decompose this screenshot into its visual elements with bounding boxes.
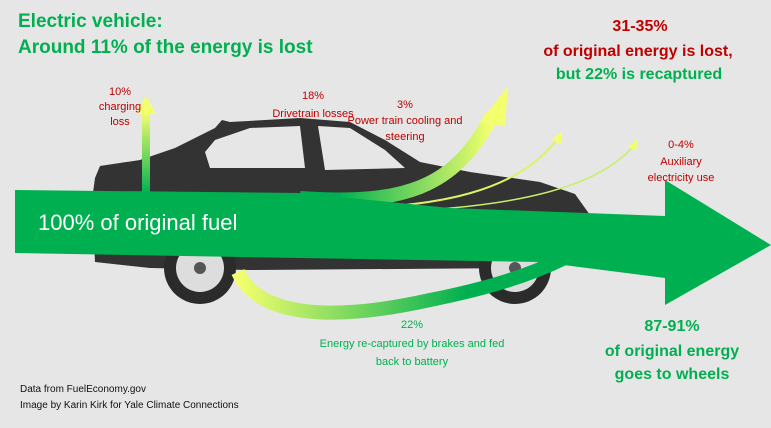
charging-loss-text: charging	[99, 101, 141, 113]
charging-loss-arrow	[136, 96, 156, 194]
car-rear-window	[205, 126, 305, 168]
charging-loss-text-2: loss	[110, 116, 130, 128]
auxiliary-loss-label: 0-4% Auxiliary electricity use	[648, 139, 715, 184]
output-label: 87-91% of original energy goes to wheels	[605, 318, 739, 383]
charging-loss-percent: 10%	[109, 86, 131, 98]
output-text-2: goes to wheels	[615, 366, 730, 383]
summary-loss-text: of original energy is lost,	[543, 43, 732, 60]
recapture-label: 22% Energy re-captured by brakes and fed…	[320, 319, 505, 368]
cooling-loss-text: Power train cooling and	[348, 115, 463, 127]
data-source-credit: Data from FuelEconomy.gov	[20, 384, 146, 395]
title-line-1: Electric vehicle:	[18, 11, 163, 32]
auxiliary-loss-text: Auxiliary	[660, 156, 702, 168]
cooling-loss-text-2: steering	[385, 131, 424, 143]
recapture-percent: 22%	[401, 319, 423, 331]
output-percent: 87-91%	[644, 318, 699, 335]
recapture-text: Energy re-captured by brakes and fed	[320, 338, 505, 350]
cooling-loss-percent: 3%	[397, 99, 413, 111]
auxiliary-loss-percent: 0-4%	[668, 139, 694, 151]
drivetrain-loss-text: Drivetrain losses	[272, 108, 354, 120]
summary-loss-percent: 31-35%	[612, 18, 667, 35]
main-energy-arrow	[15, 180, 771, 305]
car-front-window	[318, 126, 405, 170]
recapture-arrow	[231, 251, 569, 320]
title-line-2: Around 11% of the energy is lost	[18, 37, 313, 58]
image-credit: Image by Karin Kirk for Yale Climate Con…	[20, 400, 239, 411]
summary-loss: 31-35% of original energy is lost, but 2…	[543, 18, 732, 83]
input-label: 100% of original fuel	[38, 210, 237, 235]
charging-loss-label: 10% charging loss	[99, 86, 141, 128]
output-text: of original energy	[605, 343, 739, 360]
summary-recapture-text: but 22% is recaptured	[556, 66, 722, 83]
recapture-text-2: back to battery	[376, 356, 449, 368]
drivetrain-loss-label: 18% Drivetrain losses	[272, 90, 354, 120]
auxiliary-loss-text-2: electricity use	[648, 172, 715, 184]
drivetrain-loss-percent: 18%	[302, 90, 324, 102]
cooling-loss-label: 3% Power train cooling and steering	[348, 99, 463, 143]
